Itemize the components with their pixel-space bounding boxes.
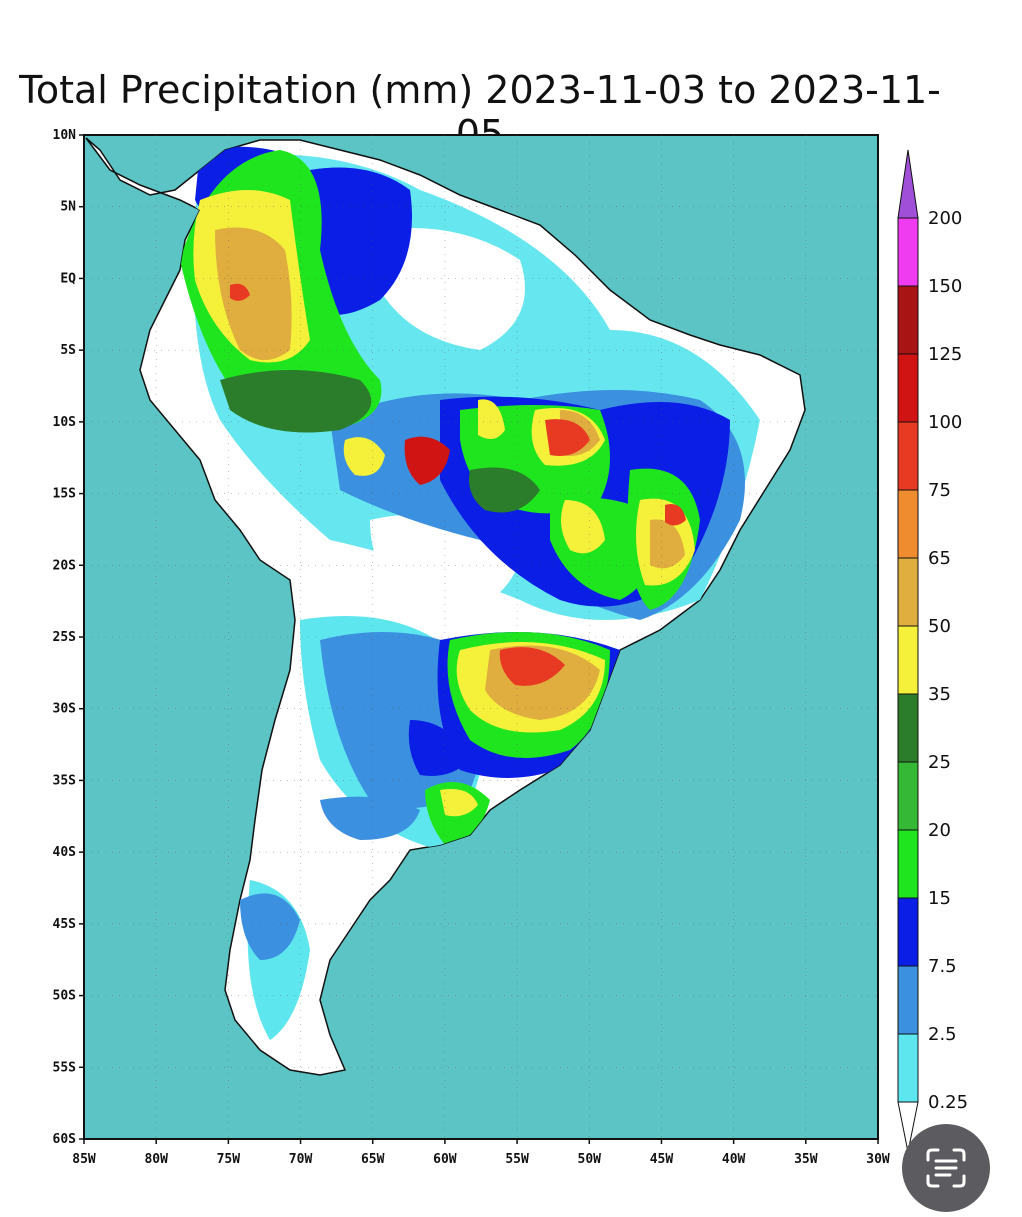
lat-tick-label: 20S bbox=[53, 558, 77, 573]
colorbar-label: 15 bbox=[928, 888, 951, 909]
colorbar-label: 35 bbox=[928, 684, 951, 705]
lat-tick-label: 40S bbox=[53, 845, 77, 860]
colorbar-label: 200 bbox=[928, 208, 962, 229]
lat-tick-label: 15S bbox=[53, 487, 77, 502]
lon-tick-label: 30W bbox=[866, 1152, 890, 1167]
colorbar-label: 100 bbox=[928, 412, 962, 433]
colorbar-swatch bbox=[897, 829, 919, 899]
colorbar-swatch bbox=[897, 217, 919, 287]
colorbar-max-triangle bbox=[897, 149, 919, 219]
colorbar-swatch bbox=[897, 965, 919, 1035]
lat-tick-label: 10S bbox=[53, 415, 77, 430]
lat-tick-label: 5S bbox=[60, 343, 76, 358]
colorbar-label: 20 bbox=[928, 820, 951, 841]
colorbar-label: 150 bbox=[928, 276, 962, 297]
lat-tick-label: 45S bbox=[53, 917, 77, 932]
lat-tick-label: 30S bbox=[53, 702, 77, 717]
lon-tick-label: 75W bbox=[217, 1152, 241, 1167]
colorbar-label: 75 bbox=[928, 480, 951, 501]
colorbar-label: 50 bbox=[928, 616, 951, 637]
lon-tick-label: 35W bbox=[794, 1152, 818, 1167]
colorbar-swatch bbox=[897, 421, 919, 491]
colorbar-label: 7.5 bbox=[928, 956, 957, 977]
lat-tick-label: 10N bbox=[53, 128, 77, 143]
lon-tick-label: 55W bbox=[505, 1152, 529, 1167]
lon-tick-label: 80W bbox=[144, 1152, 168, 1167]
colorbar-swatch bbox=[897, 897, 919, 967]
colorbar-label: 65 bbox=[928, 548, 951, 569]
colorbar-swatch bbox=[897, 285, 919, 355]
colorbar-swatch bbox=[897, 557, 919, 627]
colorbar-label: 125 bbox=[928, 344, 962, 365]
colorbar-swatch bbox=[897, 761, 919, 831]
lat-tick-label: 50S bbox=[53, 989, 77, 1004]
lon-tick-label: 45W bbox=[650, 1152, 674, 1167]
longitude-axis: 85W 80W 75W 70W 65W 60W 55W 50W 45W 40W 35W 30W bbox=[72, 1139, 890, 1167]
colorbar-swatch bbox=[897, 1033, 919, 1103]
lon-tick-label: 40W bbox=[722, 1152, 746, 1167]
colorbar-swatch bbox=[897, 489, 919, 559]
colorbar: 0.25 2.5 7.5 15 20 25 35 50 65 75 100 125 150 200 bbox=[897, 149, 968, 1153]
text-scan-icon bbox=[926, 1148, 966, 1188]
colorbar-swatch bbox=[897, 625, 919, 695]
lat-tick-label: 5N bbox=[60, 200, 76, 215]
colorbar-swatch bbox=[897, 353, 919, 423]
colorbar-label: 25 bbox=[928, 752, 951, 773]
lon-tick-label: 70W bbox=[289, 1152, 313, 1167]
lat-tick-label: 35S bbox=[53, 773, 77, 788]
lon-tick-label: 60W bbox=[433, 1152, 457, 1167]
lat-tick-label: 60S bbox=[53, 1132, 77, 1147]
lon-tick-label: 65W bbox=[361, 1152, 385, 1167]
colorbar-swatch bbox=[897, 693, 919, 763]
lat-tick-label: EQ bbox=[60, 271, 76, 286]
colorbar-min-triangle bbox=[897, 1101, 919, 1153]
lat-tick-label: 25S bbox=[53, 630, 77, 645]
colorbar-label: 0.25 bbox=[928, 1092, 968, 1113]
latitude-axis: 10N 5N EQ 5S 10S 15S 20S 25S 30S 35S 40S 45S 50S 55S 6… bbox=[53, 128, 84, 1147]
lon-tick-label: 85W bbox=[72, 1152, 96, 1167]
precipitation-field bbox=[180, 146, 761, 1040]
lat-tick-label: 55S bbox=[53, 1060, 77, 1075]
colorbar-label: 2.5 bbox=[928, 1024, 957, 1045]
lon-tick-label: 50W bbox=[578, 1152, 602, 1167]
text-scan-button[interactable] bbox=[902, 1124, 990, 1212]
